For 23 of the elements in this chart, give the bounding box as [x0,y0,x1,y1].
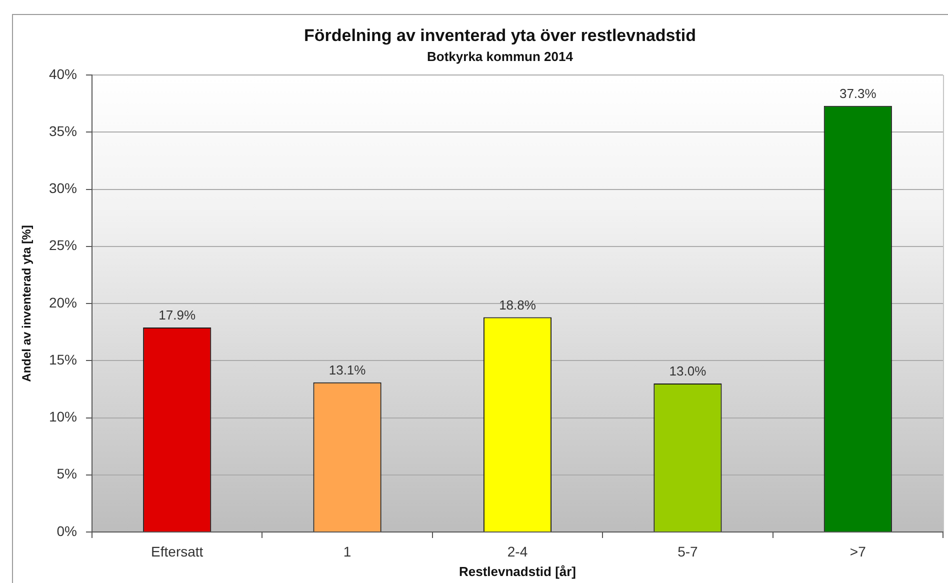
data-label: 37.3% [839,86,877,101]
x-tick-label: Eftersatt [151,543,204,560]
y-tick-label: 20% [48,294,77,310]
y-axis-title: Andel av inventerad yta [%] [20,225,34,382]
x-tick-label: 1 [343,543,352,560]
chart-title: Fördelning av inventerad yta över restlevnadstid [302,26,698,46]
x-axis-title: Restlevnadstid [år] [458,564,576,579]
x-tick-label: >7 [850,543,866,560]
chart-subtitle: Botkyrka kommun 2014 [426,49,574,65]
data-label: 18.8% [499,297,536,312]
x-tick-label: 5-7 [678,543,698,560]
y-tick-label: 35% [48,122,77,139]
x-tick-label: 2-4 [507,543,528,560]
y-tick-label: 25% [48,237,77,254]
y-tick-label: 30% [48,180,77,196]
y-tick-label: 5% [56,466,77,482]
data-label: 13.1% [328,362,366,378]
y-tick-label: 0% [56,522,77,539]
y-tick-label: 40% [48,66,77,82]
data-label: 17.9% [158,308,196,323]
data-label: 13.0% [669,364,707,379]
y-tick-label: 15% [48,351,77,368]
y-tick-label: 10% [48,408,77,425]
